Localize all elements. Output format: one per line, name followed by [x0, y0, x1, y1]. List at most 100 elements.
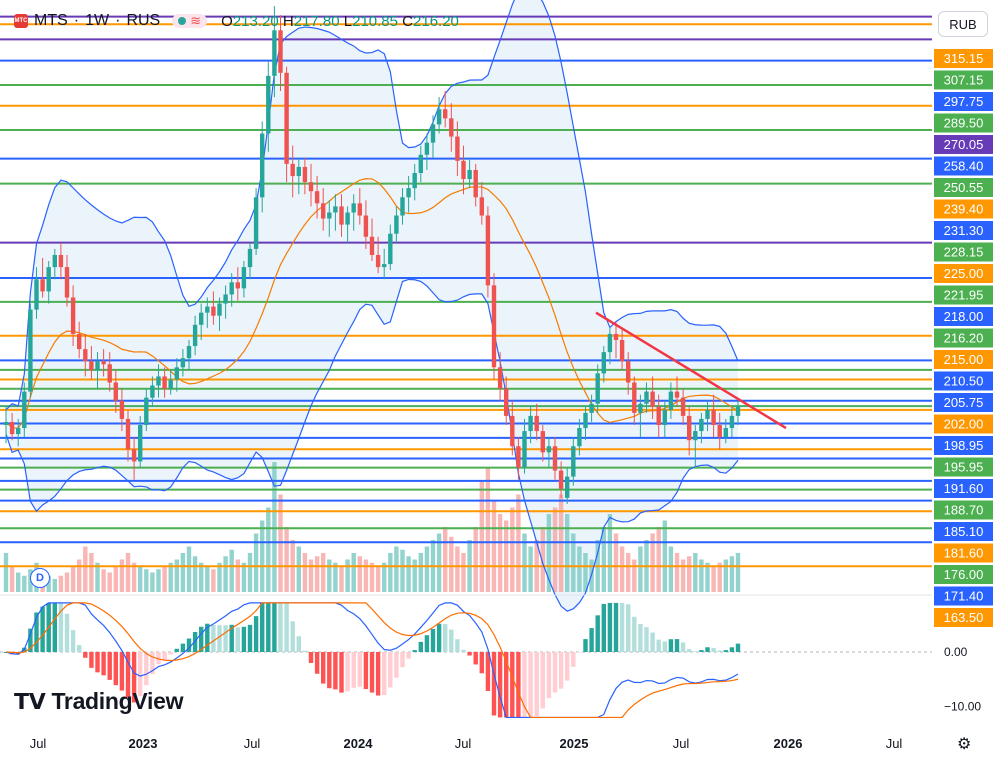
- price-axis: 315.15 307.15 297.75 289.50 270.05 258.40 250.…: [932, 0, 1005, 758]
- candle-body: [211, 306, 216, 316]
- volume-bar: [278, 494, 283, 592]
- candle-body: [272, 30, 277, 76]
- candle-body: [199, 312, 204, 325]
- price-label-text: 221.95: [944, 288, 984, 303]
- histogram-bar: [589, 628, 594, 652]
- candle-body: [162, 376, 167, 389]
- candle-body: [571, 446, 576, 477]
- volume-bar: [357, 556, 362, 592]
- histogram-bar: [467, 652, 472, 656]
- histogram-bar: [729, 647, 735, 652]
- price-label-bg: [934, 457, 993, 477]
- volume-bar: [199, 562, 204, 592]
- histogram-bar: [735, 643, 741, 652]
- volume-bar: [52, 579, 57, 592]
- price-label-bg: [934, 436, 993, 455]
- candle-body: [9, 421, 15, 435]
- currency-button[interactable]: RUB: [938, 11, 988, 37]
- candle-body: [205, 306, 210, 313]
- candle-body: [95, 361, 100, 371]
- volume-bar: [436, 533, 442, 592]
- price-label-bg: [934, 113, 993, 133]
- price-label: 228.15: [934, 242, 993, 262]
- histogram-bar: [119, 652, 125, 691]
- histogram-bar: [711, 648, 716, 652]
- histogram-bar: [223, 625, 228, 652]
- price-label-text: 315.15: [944, 51, 984, 66]
- candle-body: [70, 297, 76, 334]
- symbol-name[interactable]: MTS: [34, 12, 68, 29]
- histogram-bar: [314, 652, 320, 674]
- volume-bar: [58, 575, 64, 592]
- macd-line: [5, 602, 739, 719]
- candle-body: [491, 285, 497, 368]
- low-value: 210.85: [352, 12, 398, 30]
- histogram-bar: [577, 652, 582, 653]
- volume-bar: [119, 559, 125, 592]
- price-label-bg: [934, 156, 993, 176]
- price-label-bg: [934, 135, 993, 154]
- price-label: 258.40: [934, 156, 993, 176]
- volume-bar: [406, 556, 411, 592]
- histogram-bar: [28, 628, 33, 652]
- interval-label[interactable]: 1W: [85, 12, 110, 29]
- indicator-status[interactable]: ≋: [172, 14, 208, 28]
- histogram-bar: [436, 623, 442, 652]
- histogram-bar: [58, 602, 64, 652]
- price-label-text: 191.60: [944, 481, 984, 496]
- volume-bar: [314, 556, 320, 592]
- histogram-bar: [89, 652, 94, 668]
- histogram-bar: [83, 652, 88, 658]
- price-label: 225.00: [934, 264, 993, 283]
- price-label: 181.60: [934, 543, 993, 563]
- volume-bar: [363, 559, 369, 592]
- candle-body: [613, 333, 619, 340]
- histogram-bar: [272, 602, 277, 652]
- volume-bar: [479, 481, 484, 592]
- histogram-bar: [443, 624, 448, 652]
- histogram-bar: [266, 602, 271, 652]
- histogram-bar: [485, 652, 491, 691]
- price-label-text: 176.00: [944, 567, 984, 582]
- dividend-badge[interactable]: D: [30, 568, 50, 588]
- candle-body: [345, 212, 350, 225]
- candle-body: [308, 182, 314, 192]
- signal-line: [5, 602, 739, 719]
- candle-body: [650, 391, 655, 407]
- candle-body: [699, 418, 704, 432]
- volume-bar: [205, 566, 210, 592]
- histogram-bar: [339, 652, 344, 693]
- volume-bar: [217, 562, 222, 592]
- volume-bar: [485, 468, 491, 592]
- volume-bar: [455, 546, 460, 592]
- volume-bar: [77, 559, 82, 592]
- histogram-bar: [522, 652, 527, 718]
- candle-body: [144, 397, 149, 426]
- price-label: 171.40: [934, 586, 993, 606]
- volume-bar: [687, 556, 692, 592]
- volume-bar: [162, 566, 167, 592]
- histogram-bar: [241, 626, 247, 652]
- bollinger-lower: [5, 278, 739, 612]
- horizontal-levels: [0, 15, 932, 568]
- price-label: 176.00: [934, 565, 993, 584]
- histogram-bar: [125, 652, 131, 698]
- histogram-bar: [296, 636, 301, 652]
- histogram-bar: [479, 652, 484, 674]
- candle-body: [705, 409, 710, 419]
- price-label: 289.50: [934, 113, 993, 133]
- separator: ·: [115, 12, 121, 29]
- gear-icon[interactable]: ⚙: [957, 736, 972, 753]
- exchange-label: RUS: [126, 12, 161, 29]
- candle-body: [107, 364, 112, 383]
- histogram-bar: [77, 645, 82, 652]
- trendline[interactable]: [595, 311, 787, 430]
- volume-bar: [180, 553, 186, 592]
- price-label-bg: [934, 307, 993, 326]
- candle-body: [656, 406, 661, 426]
- histogram-bar: [180, 643, 186, 652]
- candle-body: [314, 191, 320, 204]
- price-label-bg: [934, 92, 993, 111]
- price-label-bg: [934, 49, 993, 68]
